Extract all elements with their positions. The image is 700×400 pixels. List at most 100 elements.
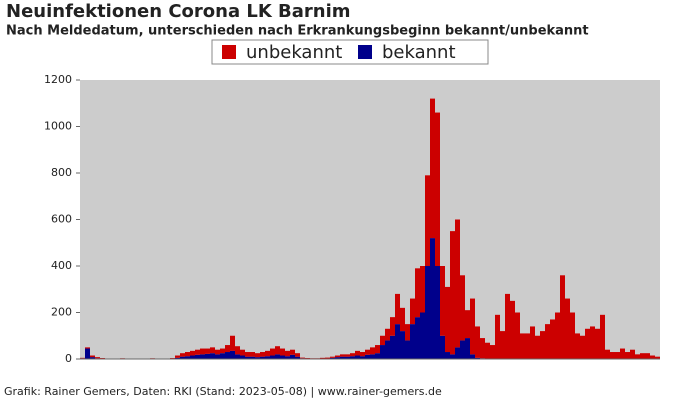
- bar: [470, 298, 475, 355]
- bar: [345, 356, 350, 359]
- bar: [555, 312, 560, 359]
- bar: [90, 355, 95, 358]
- bar: [225, 345, 230, 353]
- bar: [605, 349, 610, 359]
- bar: [585, 328, 590, 359]
- bar: [575, 333, 580, 359]
- bar: [240, 349, 245, 356]
- bar: [270, 348, 275, 356]
- bar: [200, 354, 205, 359]
- bar: [355, 350, 360, 356]
- bar: [335, 355, 340, 358]
- bar: [360, 356, 365, 359]
- bar: [520, 333, 525, 359]
- bar: [500, 331, 505, 359]
- bar: [265, 356, 270, 359]
- bar: [180, 356, 185, 359]
- y-tick-label: 600: [51, 213, 72, 226]
- bar: [455, 347, 460, 359]
- bar: [650, 355, 655, 359]
- bar: [230, 335, 235, 351]
- bar: [365, 354, 370, 359]
- bar: [210, 353, 215, 359]
- bar: [325, 357, 330, 359]
- bar: [215, 349, 220, 355]
- bar: [265, 350, 270, 357]
- bar: [645, 353, 650, 359]
- bar: [340, 356, 345, 359]
- bar: [350, 353, 355, 357]
- bar: [255, 353, 260, 358]
- bar: [380, 345, 385, 359]
- bar: [185, 356, 190, 359]
- bar: [190, 355, 195, 359]
- bar: [85, 347, 90, 349]
- bar: [295, 356, 300, 359]
- bar: [475, 326, 480, 358]
- bar: [290, 354, 295, 359]
- bar: [430, 238, 435, 359]
- bar: [175, 355, 180, 358]
- bar: [485, 342, 490, 359]
- bar: [490, 345, 495, 359]
- y-tick-label: 1000: [44, 120, 72, 133]
- bar: [415, 268, 420, 318]
- bar: [600, 314, 605, 359]
- chart-title: Neuinfektionen Corona LK Barnim: [6, 1, 351, 22]
- y-tick-label: 400: [51, 259, 72, 272]
- bar: [465, 338, 470, 359]
- bar: [545, 324, 550, 359]
- bar: [615, 352, 620, 359]
- bar: [625, 352, 630, 359]
- bar: [540, 331, 545, 359]
- legend-swatch: [358, 45, 372, 59]
- bar: [610, 352, 615, 359]
- bar: [215, 354, 220, 359]
- bar: [530, 326, 535, 359]
- bar: [420, 266, 425, 313]
- bar: [275, 346, 280, 355]
- bar: [225, 352, 230, 359]
- bar: [220, 348, 225, 354]
- bar: [655, 356, 660, 359]
- bar: [595, 328, 600, 359]
- bar: [410, 324, 415, 359]
- bar: [505, 293, 510, 359]
- bar: [525, 333, 530, 359]
- bar: [385, 340, 390, 359]
- bar: [375, 353, 380, 359]
- bar: [295, 353, 300, 357]
- bar: [410, 298, 415, 325]
- bar: [360, 352, 365, 357]
- bar: [440, 335, 445, 359]
- bar: [620, 348, 625, 359]
- bar: [630, 349, 635, 359]
- bar: [205, 348, 210, 354]
- bar: [290, 349, 295, 355]
- bar: [245, 356, 250, 359]
- bar: [90, 357, 95, 359]
- bar: [235, 346, 240, 355]
- bar: [390, 317, 395, 336]
- bar: [550, 319, 555, 359]
- bar: [320, 357, 325, 359]
- bar: [195, 354, 200, 359]
- bar: [375, 345, 380, 354]
- legend-label: bekannt: [382, 42, 456, 63]
- bar: [395, 324, 400, 359]
- bar: [450, 354, 455, 359]
- bar: [390, 335, 395, 359]
- bar: [515, 312, 520, 359]
- bar: [280, 355, 285, 359]
- bar: [420, 312, 425, 359]
- bar: [250, 352, 255, 357]
- bar: [415, 317, 420, 359]
- bar: [640, 353, 645, 359]
- bar: [270, 355, 275, 359]
- bar: [475, 357, 480, 359]
- bar: [280, 348, 285, 356]
- bar: [245, 352, 250, 357]
- bar: [495, 314, 500, 359]
- bar: [565, 298, 570, 359]
